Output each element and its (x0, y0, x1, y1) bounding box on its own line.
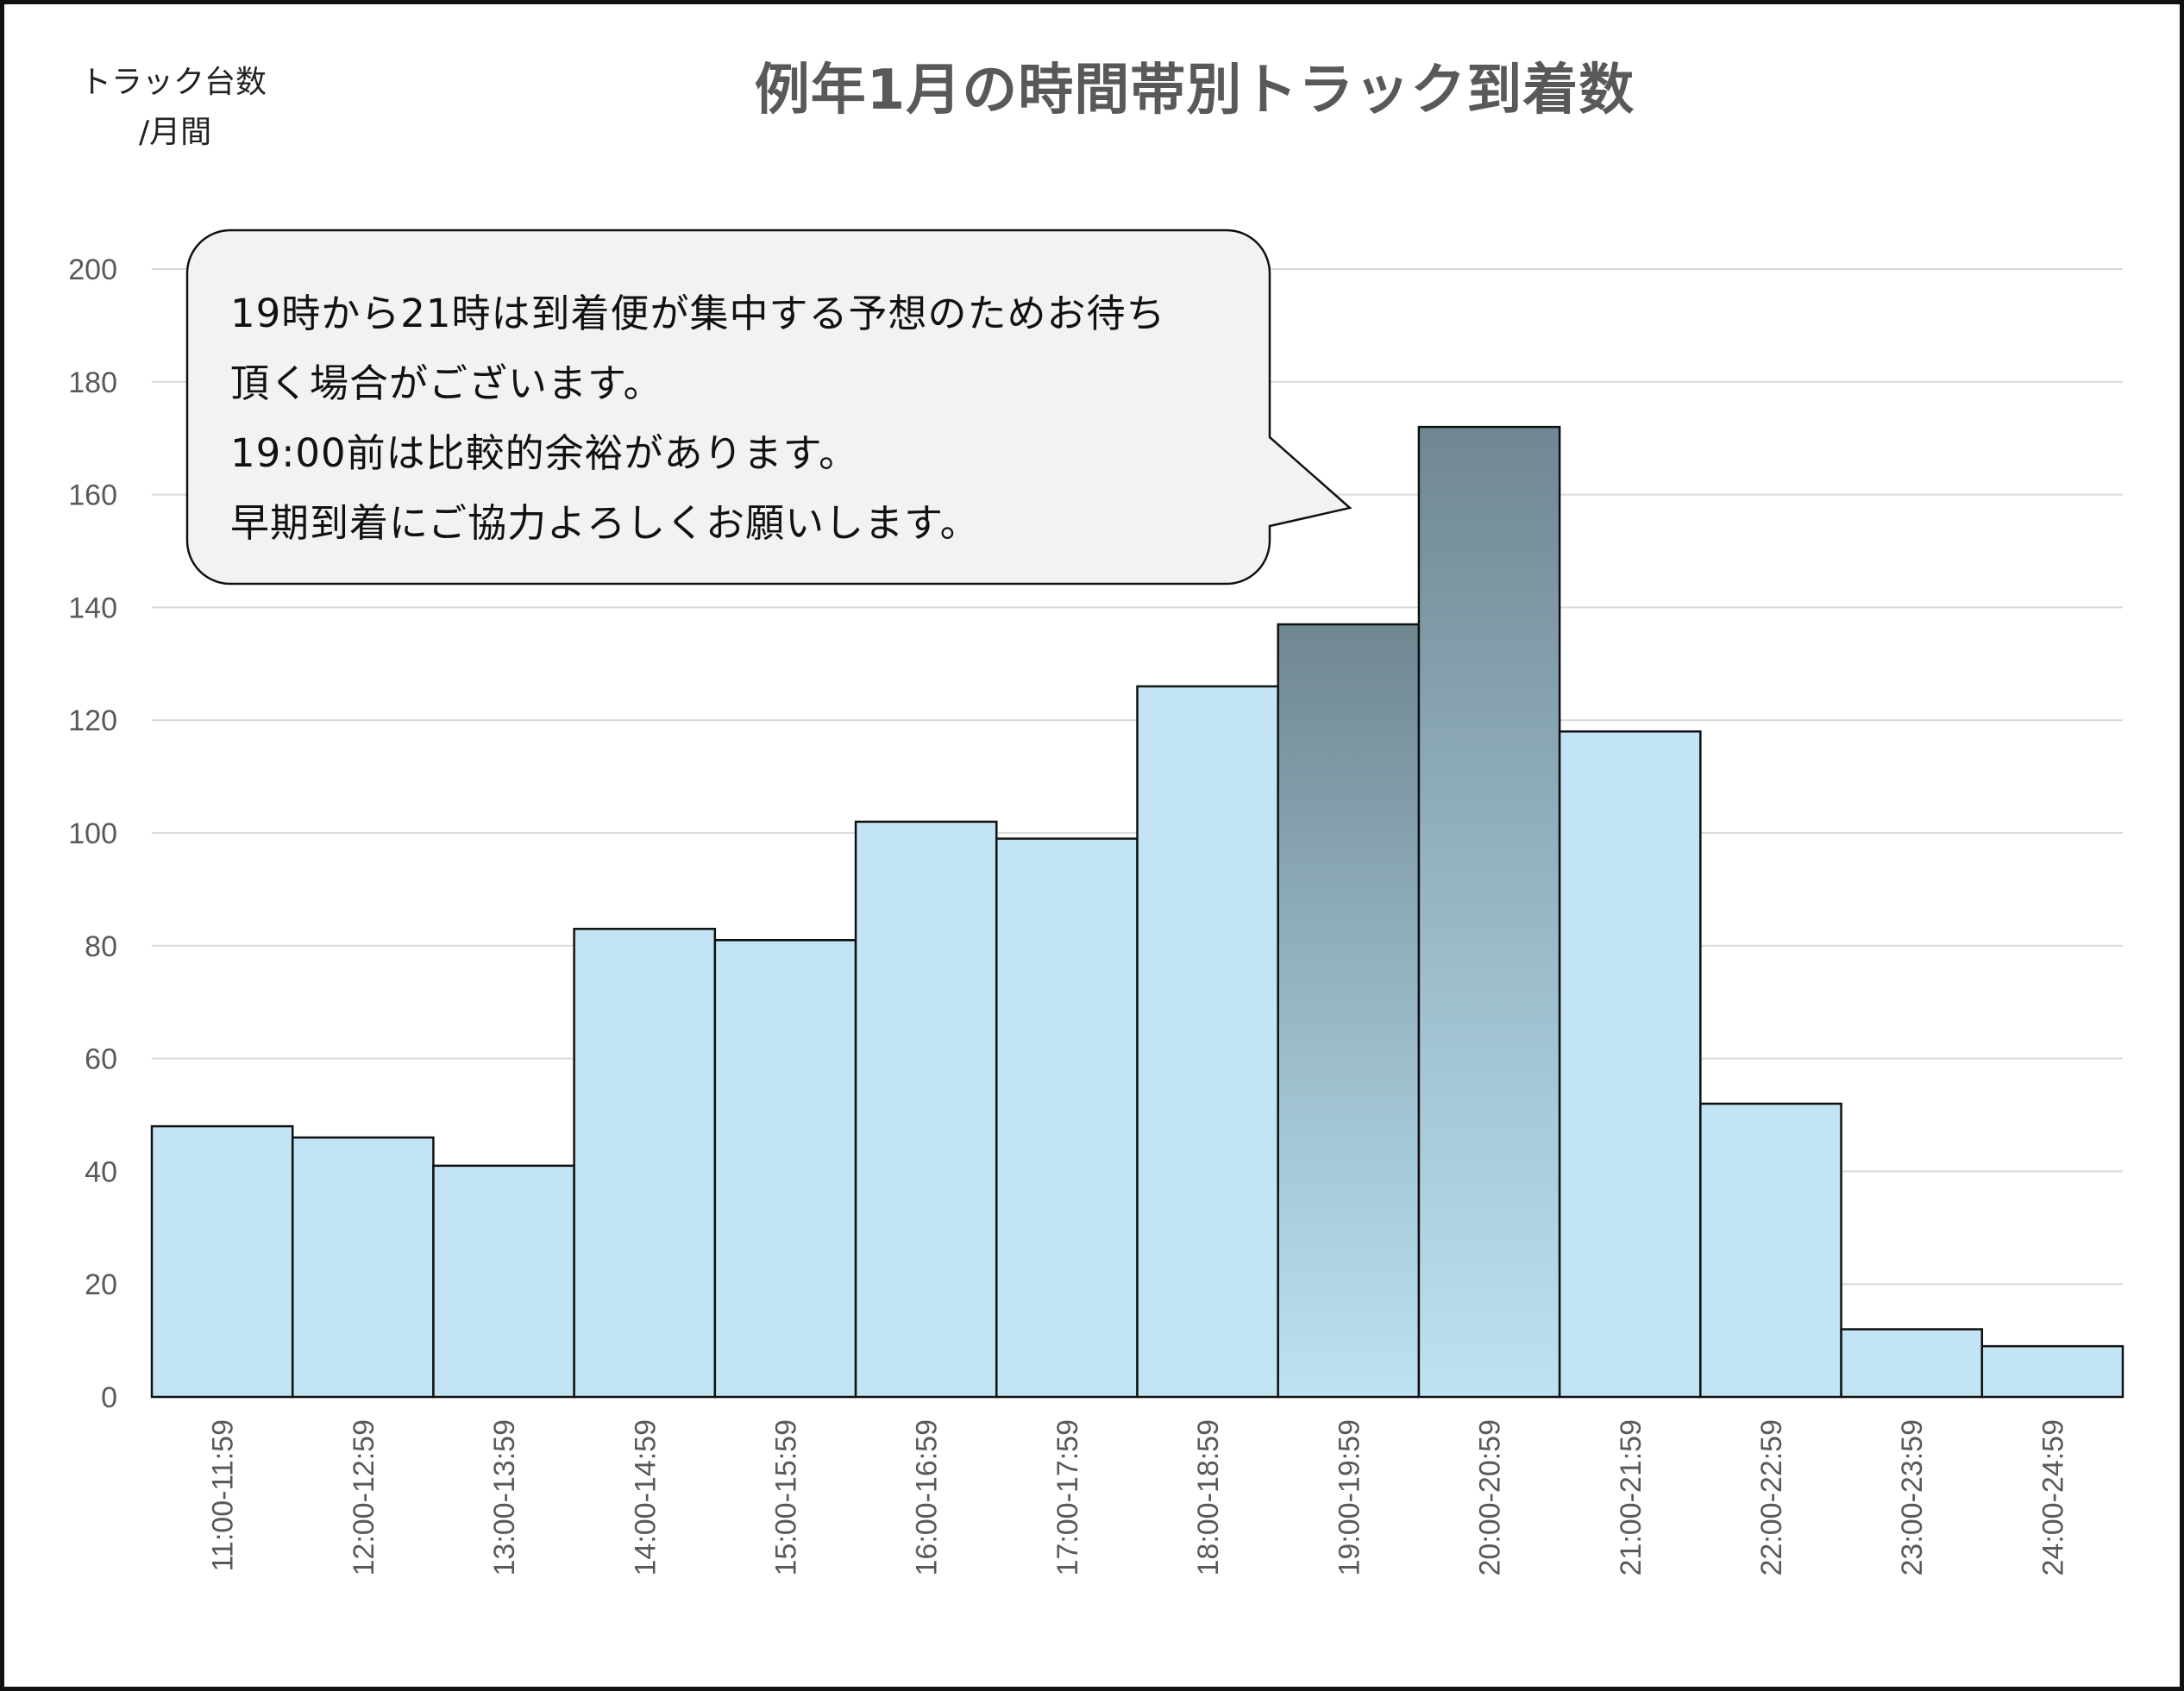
bar-14:00-14:59 (573, 927, 717, 1399)
x-tick-label: 24:00-24:59 (2037, 1419, 2069, 1576)
callout (185, 229, 1352, 586)
y-tick-label: 0 (101, 1381, 117, 1414)
callout-bubble (185, 229, 1352, 586)
bar-13:00-13:59 (432, 1164, 575, 1399)
x-tick-label: 15:00-15:59 (769, 1419, 802, 1576)
x-tick-label: 13:00-13:59 (488, 1419, 521, 1576)
callout-line: 頂く場合がございます。 (230, 360, 663, 406)
bar-11:00-11:59 (150, 1124, 294, 1399)
callout-text: 19時から21時は到着便が集中する予想のためお待ち 頂く場合がございます。 19… (230, 279, 1248, 558)
y-tick-label: 120 (68, 705, 117, 737)
bar-15:00-15:59 (713, 939, 857, 1399)
y-tick-label: 20 (85, 1268, 117, 1301)
y-axis-unit: /月間 (139, 115, 212, 150)
bar-16:00-16:59 (854, 820, 998, 1399)
x-tick-label: 12:00-12:59 (348, 1419, 380, 1576)
y-axis-label: トラック台数 (80, 65, 267, 100)
x-tick-label: 18:00-18:59 (1192, 1419, 1225, 1576)
bar-21:00-21:59 (1558, 730, 1702, 1399)
x-tick-label: 16:00-16:59 (911, 1419, 944, 1576)
x-tick-label: 23:00-23:59 (1896, 1419, 1929, 1576)
x-tick-label: 11:00-11:59 (207, 1419, 240, 1571)
bar-12:00-12:59 (291, 1136, 435, 1399)
bars (150, 425, 2124, 1399)
callout-line: 19:00前は比較的余裕があります。 (230, 430, 859, 476)
bar-17:00-17:59 (995, 837, 1139, 1399)
y-tick-label: 160 (68, 479, 117, 512)
x-tick-label: 14:00-14:59 (629, 1419, 662, 1576)
callout-line: 19時から21時は到着便が集中する予想のためお待ち (230, 291, 1166, 336)
callout-line: 早期到着にご協力よろしくお願いします。 (230, 500, 980, 546)
bar-chart: 0 20 40 60 80 100 120 140 160 180 200 11:00-11:59 12… (68, 229, 2124, 1576)
bar-19:00-19:59 (1277, 623, 1421, 1399)
bar-23:00-23:59 (1840, 1328, 1984, 1399)
x-tick-label: 22:00-22:59 (1755, 1419, 1788, 1576)
bar-18:00-18:59 (1136, 685, 1279, 1399)
bar-20:00-20:59 (1417, 425, 1561, 1399)
x-tick-label: 20:00-20:59 (1474, 1419, 1507, 1576)
chart-title: 例年1月の時間帯別トラック到着数 (754, 59, 1635, 122)
x-tick-label: 21:00-21:59 (1615, 1419, 1647, 1576)
x-tick-label: 17:00-17:59 (1051, 1419, 1084, 1576)
y-axis-title: トラック台数 /月間 (80, 58, 287, 158)
y-tick-label: 60 (85, 1043, 117, 1076)
x-tick-label: 19:00-19:59 (1333, 1419, 1365, 1576)
y-tick-label: 80 (85, 930, 117, 963)
y-tick-label: 40 (85, 1156, 117, 1188)
axes: 0 20 40 60 80 100 120 140 160 180 200 11:00-11:59 12… (68, 254, 2069, 1576)
y-tick-label: 100 (68, 817, 117, 850)
y-tick-label: 140 (68, 592, 117, 624)
bar-22:00-22:59 (1699, 1102, 1842, 1399)
bar-24:00-24:59 (1980, 1344, 2124, 1399)
y-tick-label: 180 (68, 366, 117, 399)
y-tick-label: 200 (68, 254, 117, 286)
